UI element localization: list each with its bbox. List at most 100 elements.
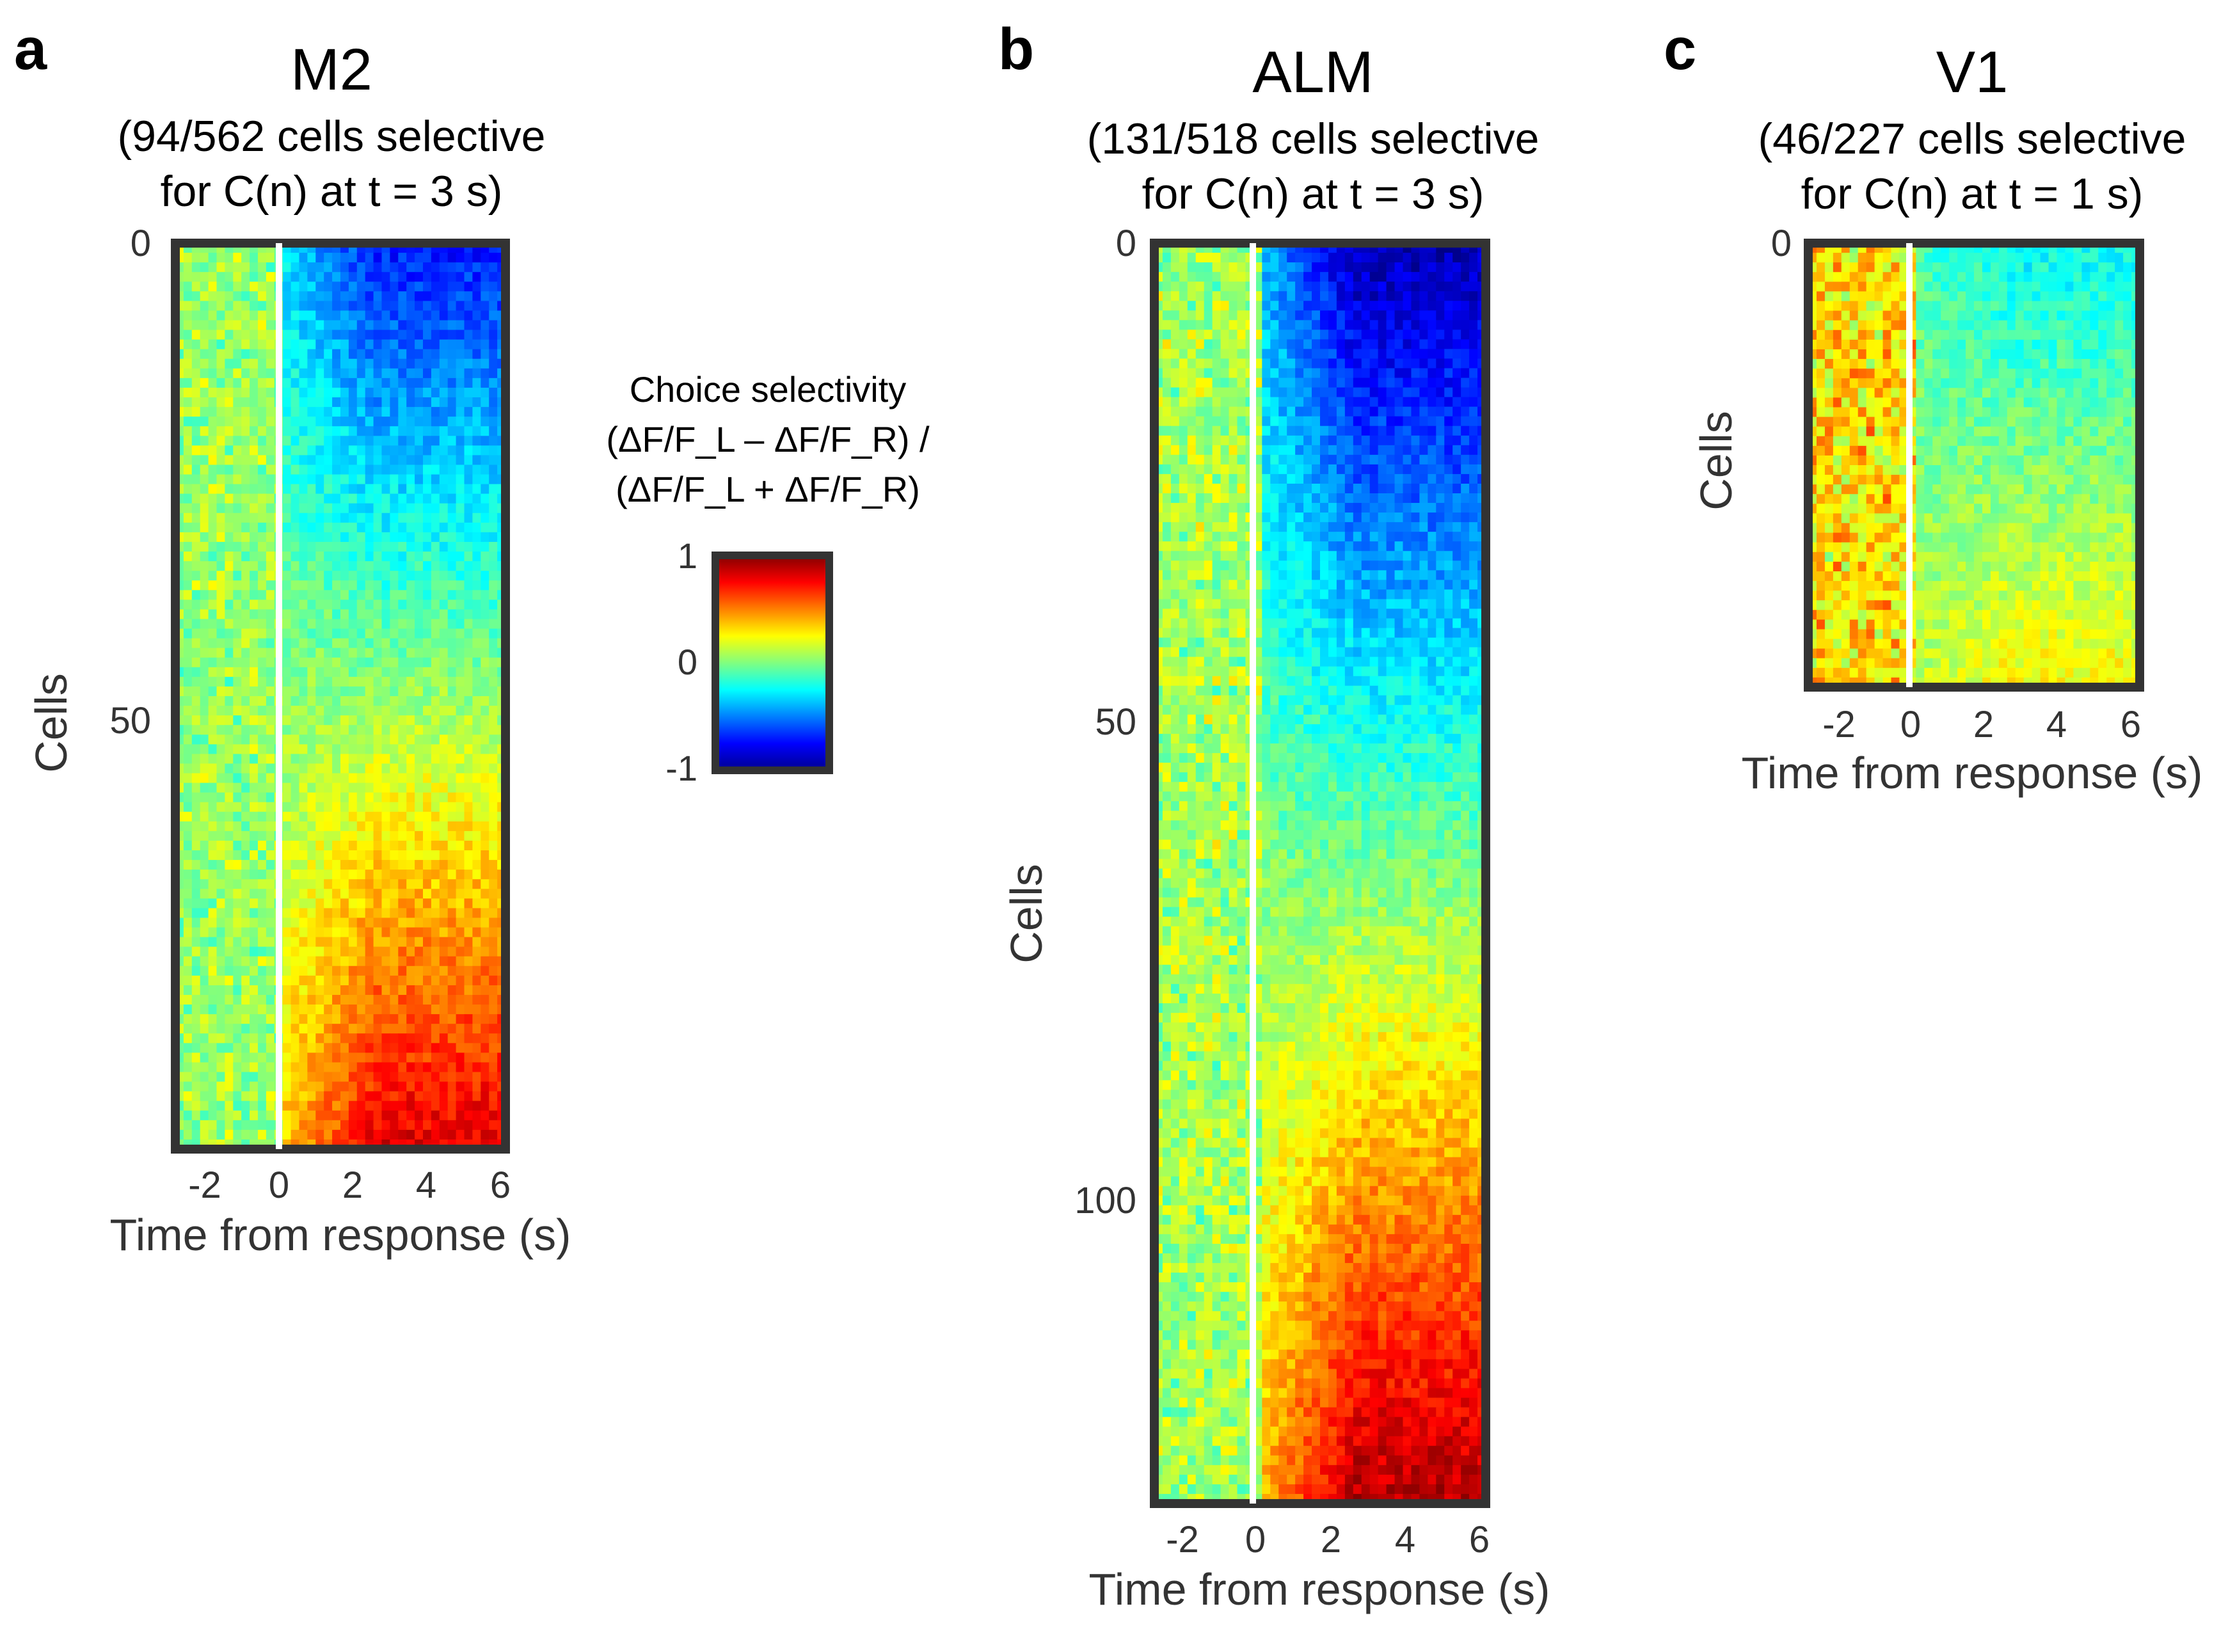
heatmap-cell	[1403, 301, 1412, 311]
heatmap-cell	[324, 725, 333, 735]
heatmap-cell	[472, 1062, 481, 1073]
heatmap-cell	[373, 465, 383, 475]
heatmap-cell	[1461, 262, 1470, 273]
heatmap-cell	[481, 956, 489, 967]
heatmap-cell	[1328, 253, 1337, 263]
heatmap-cell	[208, 532, 218, 543]
heatmap-cell	[1436, 358, 1445, 369]
heatmap-cell	[1204, 330, 1213, 340]
heatmap-cell	[1336, 349, 1346, 360]
heatmap-cell	[423, 397, 432, 408]
heatmap-cell	[1336, 493, 1346, 504]
heatmap-cell	[332, 532, 341, 543]
heatmap-cell	[381, 821, 390, 832]
heatmap-cell	[216, 830, 225, 841]
heatmap-cell	[332, 1091, 341, 1102]
heatmap-cell	[1162, 330, 1172, 340]
heatmap-cell	[1344, 416, 1354, 427]
heatmap-cell	[447, 889, 457, 899]
heatmap-cell	[258, 541, 267, 552]
heatmap-cell	[472, 445, 481, 456]
heatmap-cell	[183, 946, 193, 957]
heatmap-cell	[1452, 406, 1461, 417]
heatmap-cell	[266, 985, 275, 996]
heatmap-cell	[406, 1014, 415, 1024]
heatmap-cell	[1212, 483, 1221, 494]
heatmap-cell	[1162, 483, 1172, 494]
heatmap-cell	[1278, 454, 1287, 465]
heatmap-cell	[373, 667, 383, 678]
heatmap-cell	[1278, 522, 1287, 532]
heatmap-cell	[472, 1120, 481, 1131]
heatmap-cell	[464, 484, 473, 495]
heatmap-cell	[423, 571, 432, 581]
heatmap-cell	[1428, 330, 1436, 340]
heatmap-cell	[1469, 301, 1478, 311]
heatmap-cell	[225, 590, 234, 600]
heatmap-cell	[1312, 387, 1321, 398]
heatmap-cell	[1403, 358, 1412, 369]
heatmap-cell	[307, 725, 316, 735]
heatmap-cell	[439, 908, 449, 919]
heatmap-cell	[266, 455, 275, 466]
heatmap-cell	[282, 850, 292, 861]
heatmap-cell	[258, 735, 267, 745]
heatmap-cell	[216, 455, 225, 466]
heatmap-cell	[423, 407, 432, 417]
heatmap-cell	[315, 474, 324, 485]
heatmap-cell	[1344, 377, 1354, 388]
heatmap-cell	[1369, 301, 1379, 311]
heatmap-cell	[472, 541, 481, 552]
heatmap-cell	[489, 349, 498, 360]
heatmap-cell	[1195, 291, 1205, 301]
heatmap-cell	[208, 503, 218, 514]
heatmap-cell	[356, 744, 366, 754]
heatmap-cell	[365, 532, 374, 543]
heatmap-cell	[456, 985, 465, 996]
heatmap-cell	[1469, 454, 1478, 465]
heatmap-cell	[250, 956, 259, 967]
heatmap-cell	[481, 503, 489, 514]
heatmap-cell	[282, 1024, 292, 1034]
heatmap-cell	[340, 744, 349, 754]
heatmap-cell	[489, 937, 498, 948]
heatmap-cell	[415, 985, 424, 996]
heatmap-cell	[423, 349, 432, 360]
heatmap-cell	[233, 330, 242, 340]
heatmap-cell	[266, 301, 275, 312]
heatmap-cell	[356, 676, 366, 687]
heatmap-cell	[439, 975, 449, 986]
heatmap-cell	[208, 609, 218, 620]
heatmap-cell	[324, 571, 333, 581]
heatmap-cell	[1378, 387, 1387, 398]
heatmap-cell	[315, 407, 324, 417]
heatmap-cell	[356, 465, 366, 475]
heatmap-cell	[1179, 310, 1188, 321]
heatmap-cell	[340, 377, 349, 388]
heatmap-cell	[250, 735, 259, 745]
heatmap-cell	[315, 503, 324, 514]
heatmap-cell	[1162, 406, 1172, 417]
heatmap-cell	[348, 657, 358, 668]
heatmap-cell	[266, 735, 275, 745]
heatmap-cell	[464, 850, 473, 861]
heatmap-cell	[472, 1091, 481, 1102]
heatmap-cell	[1344, 301, 1354, 311]
heatmap-cell	[415, 301, 424, 312]
heatmap-cell	[315, 792, 324, 803]
heatmap-cell	[290, 1072, 300, 1083]
heatmap-cell	[390, 628, 399, 639]
heatmap-cell	[191, 619, 201, 630]
heatmap-cell	[225, 541, 234, 552]
heatmap-cell	[431, 985, 440, 996]
heatmap-cell	[481, 571, 489, 581]
heatmap-cell	[258, 1062, 267, 1073]
heatmap-cell	[208, 320, 218, 331]
heatmap-cell	[1162, 493, 1172, 504]
heatmap-cell	[447, 802, 457, 813]
heatmap-cell	[398, 493, 407, 504]
heatmap-cell	[250, 908, 259, 919]
heatmap-cell	[431, 465, 440, 475]
heatmap-cell	[439, 541, 449, 552]
heatmap-cell	[183, 484, 193, 495]
